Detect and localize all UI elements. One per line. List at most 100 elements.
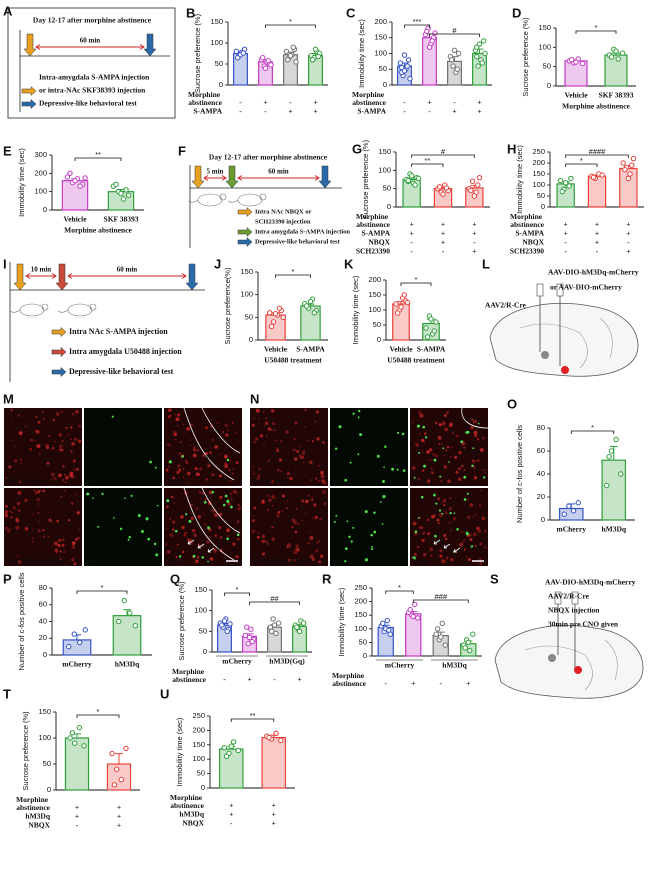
data-point xyxy=(438,634,444,640)
red-cell xyxy=(34,440,37,442)
legend-text: Intra-amygdala S-AMPA injection xyxy=(39,73,150,82)
y-tick-label: 100 xyxy=(192,754,205,763)
red-cell xyxy=(448,521,451,524)
data-point xyxy=(405,57,412,63)
condition-name: Morphine abstinence xyxy=(172,667,207,684)
data-point xyxy=(265,57,271,64)
red-cell xyxy=(415,442,419,447)
condition-mark: + xyxy=(477,98,481,107)
panel-letter: L xyxy=(482,256,490,271)
condition-name: Morphine abstinence xyxy=(170,793,205,810)
condition-mark: + xyxy=(472,220,476,229)
red-cell xyxy=(473,433,478,438)
data-point xyxy=(575,500,581,506)
red-cell xyxy=(444,511,448,515)
red-cell xyxy=(430,467,433,470)
red-cell xyxy=(37,504,39,507)
channel-label: Merge xyxy=(412,478,429,484)
green-cell xyxy=(453,512,456,515)
green-cell xyxy=(236,533,240,537)
red-cell xyxy=(449,497,452,500)
red-cell xyxy=(177,413,181,417)
y-axis-label: Immobility time (sec) xyxy=(337,587,346,656)
data-point xyxy=(67,170,73,177)
condition-name: Morphine abstinence xyxy=(352,90,387,107)
data-point xyxy=(109,750,115,757)
condition-name-line: Morphine xyxy=(332,671,366,680)
red-cell xyxy=(311,440,314,443)
condition-name: Morphine abstinence xyxy=(16,795,51,812)
green-cell xyxy=(147,537,151,541)
condition-mark: - xyxy=(76,821,79,830)
red-cell xyxy=(323,502,327,506)
significance-label: #### xyxy=(589,147,607,156)
y-tick-label: 100 xyxy=(240,290,253,299)
panel-letter: I xyxy=(3,256,7,271)
mouse-sketch xyxy=(9,309,21,313)
data-point xyxy=(604,482,610,489)
significance-bracket xyxy=(74,157,122,161)
condition-name: S-AMPA xyxy=(515,229,544,238)
red-cell xyxy=(256,535,260,539)
condition-mark: - xyxy=(239,107,242,116)
data-point xyxy=(278,737,284,744)
data-point xyxy=(223,753,230,760)
data-point xyxy=(310,57,316,63)
red-cell xyxy=(225,433,229,437)
red-cell xyxy=(213,513,218,517)
red-cell xyxy=(64,550,66,552)
data-point xyxy=(219,622,225,628)
data-point xyxy=(568,57,575,63)
red-cell xyxy=(271,495,275,499)
data-point xyxy=(120,196,127,202)
x-tick-label: hM3Dq xyxy=(115,660,140,669)
injection-site xyxy=(574,666,582,674)
red-cell xyxy=(308,460,313,465)
red-cell xyxy=(473,475,476,477)
red-cell xyxy=(439,554,443,558)
y-tick-label: 0 xyxy=(249,335,253,344)
interval-arrow xyxy=(237,175,320,181)
condition-name: SCH23390 xyxy=(356,247,390,256)
red-cell xyxy=(446,445,450,449)
red-cell xyxy=(232,489,237,494)
micrograph xyxy=(410,488,488,566)
red-cell xyxy=(437,497,440,500)
legend-text: Intra NAc S-AMPA injection xyxy=(69,327,168,336)
red-cell xyxy=(261,534,266,538)
red-cell xyxy=(252,466,254,468)
data-point xyxy=(424,28,430,35)
condition-name: Morphine abstinence xyxy=(356,212,391,229)
red-cell xyxy=(285,430,289,434)
red-cell xyxy=(174,414,176,416)
red-cell xyxy=(183,534,186,537)
brain-label: AAV-DIO-hM3Dq-mCherry xyxy=(545,578,636,587)
red-cell xyxy=(252,514,254,517)
red-cell xyxy=(431,514,435,519)
red-cell xyxy=(434,454,439,458)
red-cell xyxy=(208,490,213,495)
y-tick-label: 60 xyxy=(39,600,47,609)
y-tick-label: 150 xyxy=(378,147,391,156)
data-point xyxy=(401,68,408,74)
red-cell xyxy=(70,438,73,441)
green-cell xyxy=(370,533,373,537)
red-cell xyxy=(197,515,202,519)
green-cell xyxy=(382,479,385,483)
red-cell xyxy=(451,446,454,448)
red-cell xyxy=(265,540,268,543)
red-cell xyxy=(190,542,194,545)
red-cell xyxy=(459,543,463,547)
red-cell xyxy=(180,560,183,562)
significance-bracket xyxy=(412,599,469,603)
data-point xyxy=(475,63,481,69)
red-cell xyxy=(480,489,482,491)
red-cell xyxy=(266,544,268,546)
red-cell xyxy=(50,472,55,477)
y-tick-label: 40 xyxy=(39,616,47,625)
legend-arrow xyxy=(237,206,253,218)
condition-mark: + xyxy=(313,98,317,107)
red-cell xyxy=(173,501,176,504)
red-cell xyxy=(67,433,69,436)
green-cell xyxy=(226,458,230,462)
